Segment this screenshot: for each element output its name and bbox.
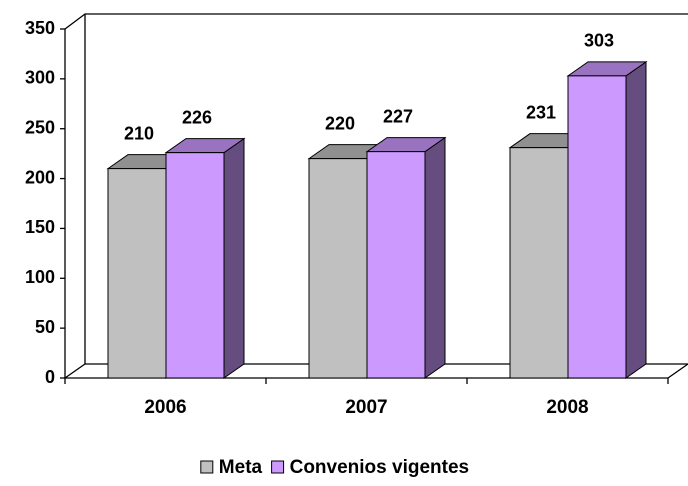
bar xyxy=(165,152,225,379)
data-label: 227 xyxy=(383,106,413,126)
legend-label: Meta xyxy=(219,457,263,478)
bar xyxy=(366,151,426,379)
data-label: 210 xyxy=(124,123,154,143)
data-label: 231 xyxy=(526,102,556,122)
x-tick-label: 2006 xyxy=(144,397,186,418)
legend-swatch xyxy=(271,460,285,474)
bar xyxy=(308,158,368,379)
y-tick-label: 150 xyxy=(25,217,55,237)
x-tick-label: 2008 xyxy=(546,397,588,418)
bar xyxy=(509,147,569,379)
bar-side xyxy=(223,137,245,379)
legend-label: Convenios vigentes xyxy=(290,457,470,478)
bar-side xyxy=(625,60,647,379)
legend-swatch xyxy=(200,460,214,474)
floor-back xyxy=(64,363,688,379)
y-tick-label: 200 xyxy=(25,167,55,187)
y-tick-label: 300 xyxy=(25,68,55,88)
data-label: 226 xyxy=(182,107,212,127)
bar-side xyxy=(424,136,446,379)
y-tick-label: 250 xyxy=(25,117,55,137)
bar xyxy=(107,168,167,379)
x-tick-label: 2007 xyxy=(345,397,387,418)
bar xyxy=(567,75,627,379)
data-label: 220 xyxy=(325,113,355,133)
data-label: 303 xyxy=(584,31,614,51)
y-tick-label: 50 xyxy=(35,317,55,337)
wall-top xyxy=(64,13,688,30)
y-tick-label: 350 xyxy=(25,18,55,38)
y-tick-label: 100 xyxy=(25,267,55,287)
y-tick-label: 0 xyxy=(45,367,55,387)
